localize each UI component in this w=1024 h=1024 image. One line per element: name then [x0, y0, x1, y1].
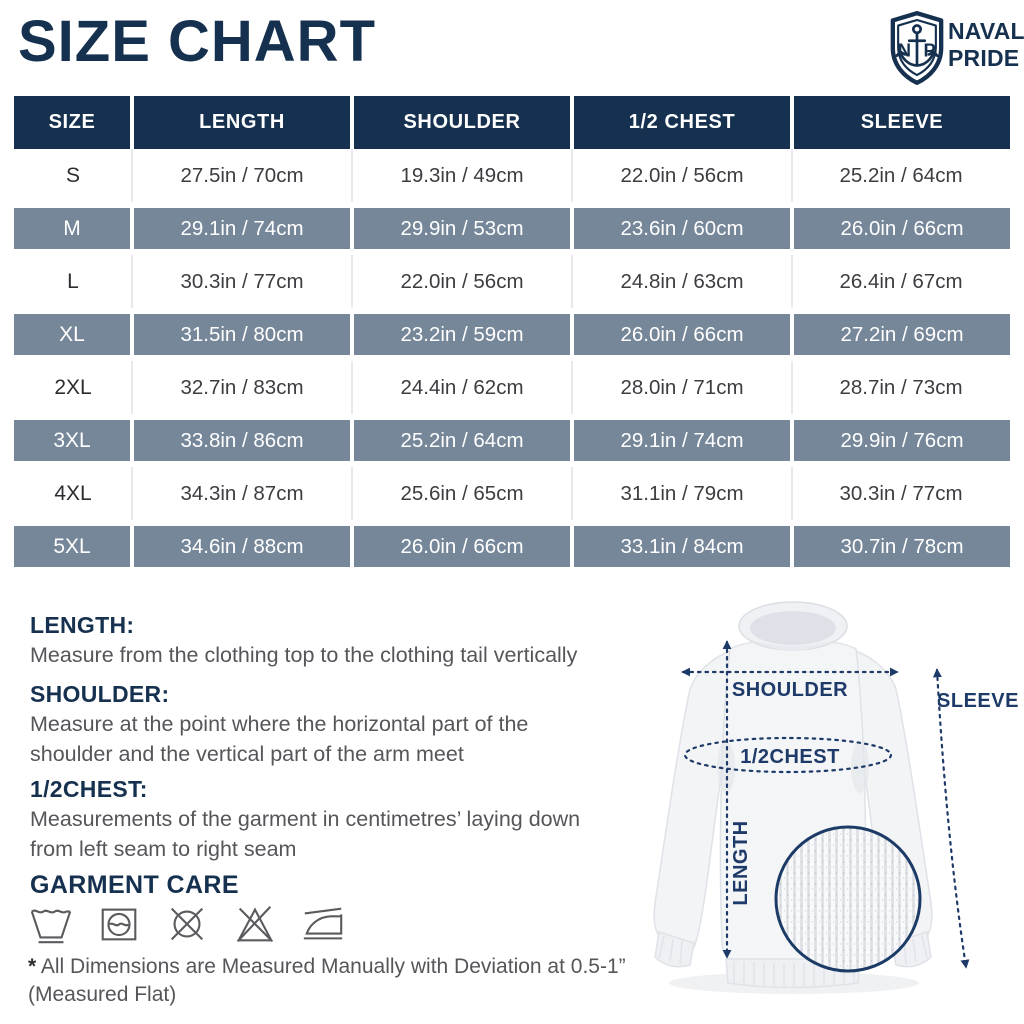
- size-cell: XL: [14, 308, 132, 361]
- do-not-dry-clean-icon: [170, 907, 204, 941]
- sleeve-label: SLEEVE: [937, 690, 1019, 712]
- header-size: SIZE: [14, 96, 132, 149]
- half-chest-cell: 33.1in / 84cm: [572, 520, 792, 573]
- machine-wash-icon: [30, 909, 72, 944]
- shoulder-label: SHOULDER: [732, 679, 848, 701]
- size-cell: 4XL: [54, 481, 92, 505]
- definition-desc-length: Measure from the clothing top to the clo…: [30, 643, 578, 667]
- table-body: S 27.5in / 70cm 19.3in / 49cm 22.0in / 5…: [14, 149, 1010, 573]
- page-title: SIZE CHART: [18, 9, 376, 74]
- shoulder-cell: 23.2in / 59cm: [352, 308, 572, 361]
- iron-icon: [303, 907, 343, 940]
- definition-term-length: LENGTH:: [30, 612, 135, 638]
- sleeve-cell: 30.3in / 77cm: [839, 481, 963, 505]
- size-cell: 2XL: [54, 375, 92, 399]
- length-cell: 32.7in / 83cm: [180, 375, 304, 399]
- shoulder-cell: 19.3in / 49cm: [400, 163, 524, 187]
- garment-care-icons: [28, 901, 346, 947]
- half-chest-measure-ellipse: [683, 736, 893, 774]
- half-chest-label: 1/2CHEST: [740, 746, 840, 768]
- size-cell: L: [67, 269, 79, 293]
- half-chest-cell: 26.0in / 66cm: [572, 308, 792, 361]
- table-row: S 27.5in / 70cm 19.3in / 49cm 22.0in / 5…: [14, 149, 1010, 202]
- definition-desc-shoulder: Measure at the point where the horizonta…: [30, 712, 529, 766]
- garment-care-title: GARMENT CARE: [30, 871, 239, 899]
- shoulder-cell: 26.0in / 66cm: [352, 520, 572, 573]
- sweatshirt-illustration: SHOULDER 1/2CHEST LENGTH SLEEVE: [653, 601, 1019, 994]
- half-chest-cell: 28.0in / 71cm: [620, 375, 744, 399]
- header-length: LENGTH: [132, 96, 352, 149]
- size-cell: 3XL: [14, 414, 132, 467]
- shoulder-cell: 25.6in / 65cm: [400, 481, 524, 505]
- sleeve-measure-line: [932, 668, 970, 969]
- half-chest-cell: 22.0in / 56cm: [620, 163, 744, 187]
- footnote-marker: *: [28, 955, 37, 978]
- brand-name-line2: PRIDE: [948, 45, 1020, 71]
- table-row: 5XL 34.6in / 88cm 26.0in / 66cm 33.1in /…: [14, 520, 1010, 573]
- fabric-detail-circle: [774, 825, 922, 973]
- footnote: * All Dimensions are Measured Manually w…: [28, 953, 628, 1009]
- length-label: LENGTH: [730, 820, 752, 905]
- brand-name: NAVAL PRIDE: [948, 18, 1024, 72]
- header-shoulder: SHOULDER: [352, 96, 572, 149]
- sweatshirt-diagram: SHOULDER 1/2CHEST LENGTH SLEEVE: [630, 595, 1024, 1024]
- shoulder-cell: 29.9in / 53cm: [352, 202, 572, 255]
- size-table: SIZE LENGTH SHOULDER 1/2 CHEST SLEEVE S …: [14, 96, 1010, 573]
- length-cell: 34.6in / 88cm: [132, 520, 352, 573]
- definition-term-shoulder: SHOULDER:: [30, 681, 170, 707]
- table-row: 2XL 32.7in / 83cm 24.4in / 62cm 28.0in /…: [14, 361, 1010, 414]
- size-cell: S: [65, 163, 80, 187]
- footnote-text: All Dimensions are Measured Manually wit…: [28, 955, 626, 1006]
- sleeve-cell: 28.7in / 73cm: [839, 375, 963, 399]
- sleeve-cell: 26.4in / 67cm: [839, 269, 963, 293]
- length-cell: 29.1in / 74cm: [132, 202, 352, 255]
- length-cell: 34.3in / 87cm: [180, 481, 304, 505]
- brand-logo: N P NAVAL PRIDE: [888, 10, 1024, 88]
- table-row: L 30.3in / 77cm 22.0in / 56cm 24.8in / 6…: [14, 255, 1010, 308]
- length-cell: 31.5in / 80cm: [132, 308, 352, 361]
- naval-pride-shield-anchor-icon: N P: [890, 11, 944, 85]
- length-cell: 30.3in / 77cm: [180, 269, 304, 293]
- table-row: XL 31.5in / 80cm 23.2in / 59cm 26.0in / …: [14, 308, 1010, 361]
- size-cell: 5XL: [14, 520, 132, 573]
- half-chest-cell: 24.8in / 63cm: [620, 269, 744, 293]
- definition-term-half-chest: 1/2CHEST:: [30, 776, 148, 802]
- brand-name-line1: NAVAL: [948, 18, 1024, 44]
- header-sleeve: SLEEVE: [792, 96, 1010, 149]
- length-cell: 27.5in / 70cm: [180, 163, 304, 187]
- table-row: 3XL 33.8in / 86cm 25.2in / 64cm 29.1in /…: [14, 414, 1010, 467]
- sweatshirt-body: [653, 601, 933, 994]
- definition-desc-half-chest: Measurements of the garment in centimetr…: [30, 807, 581, 861]
- sleeve-cell: 30.7in / 78cm: [792, 520, 1010, 573]
- do-not-bleach-icon: [236, 906, 274, 942]
- shoulder-cell: 25.2in / 64cm: [352, 414, 572, 467]
- table-row: M 29.1in / 74cm 29.9in / 53cm 23.6in / 6…: [14, 202, 1010, 255]
- header-half-chest: 1/2 CHEST: [572, 96, 792, 149]
- half-chest-cell: 31.1in / 79cm: [620, 481, 744, 505]
- sleeve-cell: 26.0in / 66cm: [792, 202, 1010, 255]
- sleeve-cell: 27.2in / 69cm: [792, 308, 1010, 361]
- length-cell: 33.8in / 86cm: [132, 414, 352, 467]
- table-row: 4XL 34.3in / 87cm 25.6in / 65cm 31.1in /…: [14, 467, 1010, 520]
- half-chest-cell: 23.6in / 60cm: [572, 202, 792, 255]
- size-cell: M: [14, 202, 132, 255]
- sleeve-cell: 29.9in / 76cm: [792, 414, 1010, 467]
- table-header-row: SIZE LENGTH SHOULDER 1/2 CHEST SLEEVE: [14, 96, 1010, 149]
- half-chest-cell: 29.1in / 74cm: [572, 414, 792, 467]
- sleeve-cell: 25.2in / 64cm: [839, 163, 963, 187]
- shoulder-cell: 24.4in / 62cm: [400, 375, 524, 399]
- shoulder-cell: 22.0in / 56cm: [400, 269, 524, 293]
- tumble-dry-icon: [101, 908, 137, 941]
